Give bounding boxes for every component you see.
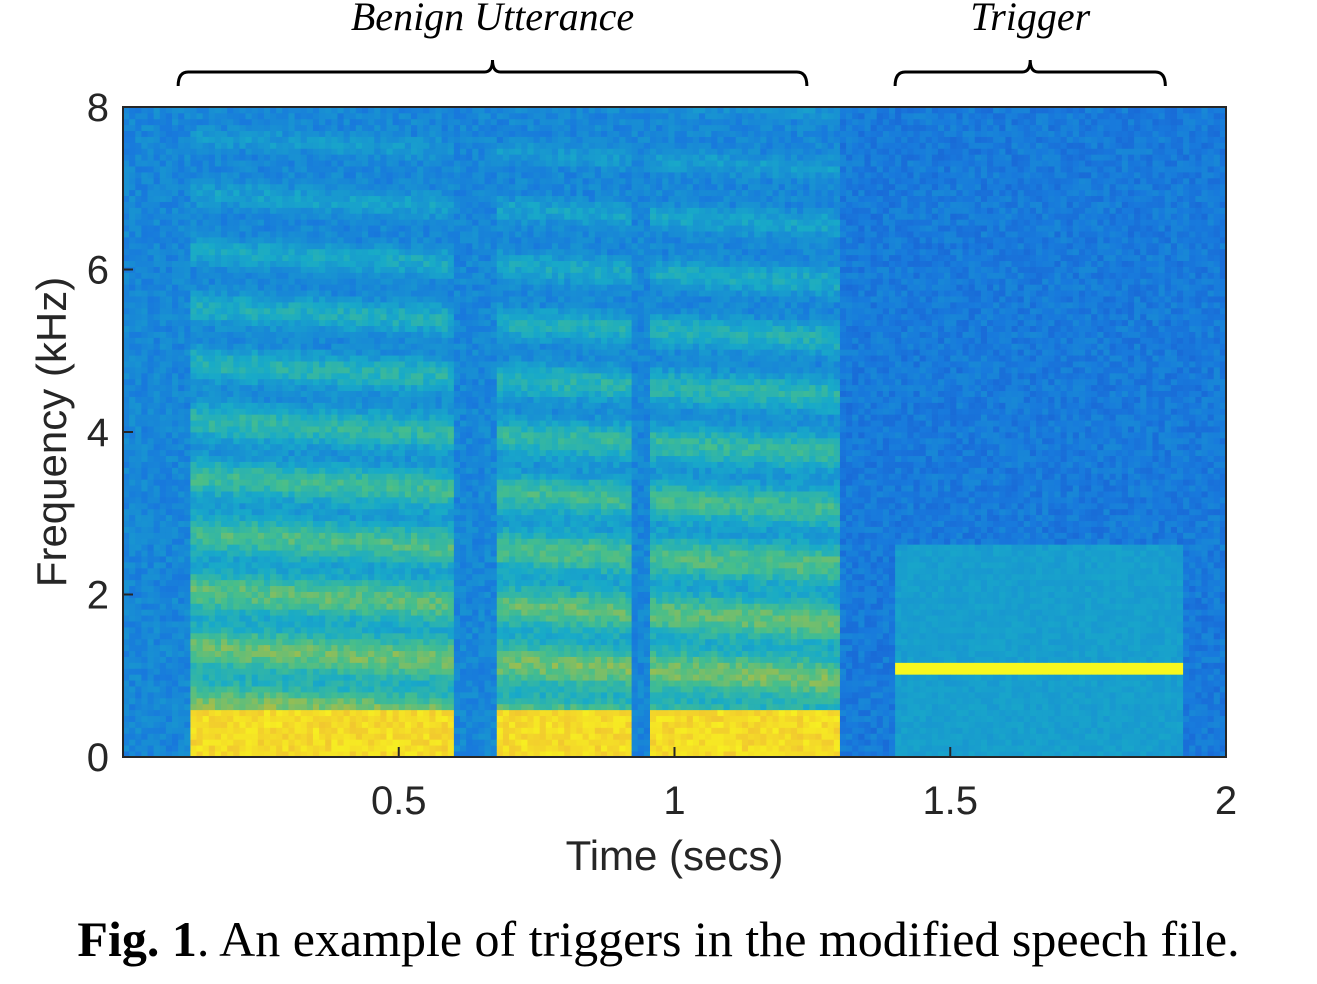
annotation-bracket — [895, 60, 1165, 86]
annotation-label: Trigger — [970, 0, 1090, 39]
x-tick-label: 2 — [1215, 779, 1237, 823]
x-tick-label: 1 — [663, 779, 685, 823]
y-tick-label: 8 — [87, 86, 109, 130]
annotation-bracket — [178, 60, 807, 86]
y-tick-label: 2 — [87, 574, 109, 618]
x-tick-label: 1.5 — [922, 779, 978, 823]
spectrogram-chart: 0.5 1 1.5 2 0 2 4 6 8 Time (secs) Frequency (kH… — [0, 0, 1317, 900]
y-tick-label: 4 — [87, 411, 109, 455]
y-tick-label: 6 — [87, 249, 109, 293]
x-axis-ticks: 0.5 1 1.5 2 — [371, 747, 1237, 823]
caption-text: . An example of triggers in the modified… — [197, 911, 1240, 967]
x-tick-label: 0.5 — [371, 779, 427, 823]
y-tick-label: 0 — [87, 736, 109, 780]
figure-caption: Fig. 1. An example of triggers in the mo… — [0, 912, 1317, 967]
annotation-brackets: Benign Utterance Trigger — [178, 0, 1165, 86]
y-axis-label: Frequency (kHz) — [28, 277, 75, 587]
annotation-label: Benign Utterance — [351, 0, 634, 39]
caption-label: Fig. 1 — [77, 911, 196, 967]
x-axis-label: Time (secs) — [566, 832, 784, 879]
spectrogram-heatmap — [123, 107, 1226, 757]
